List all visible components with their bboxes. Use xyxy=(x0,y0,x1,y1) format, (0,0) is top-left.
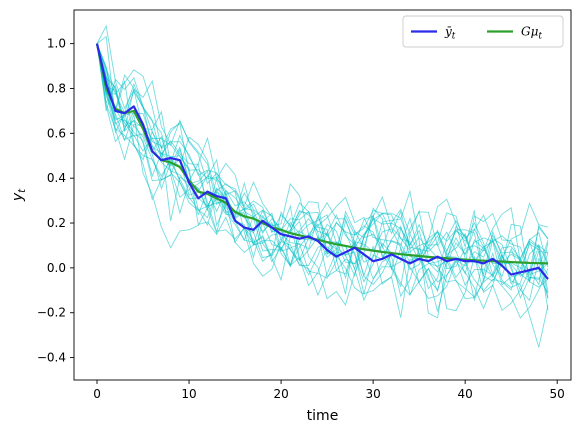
x-tick-label: 10 xyxy=(181,387,196,401)
simulated-path-line xyxy=(96,43,549,348)
simulated-path-line xyxy=(96,43,549,319)
legend-label: ȳt xyxy=(444,25,456,42)
simulated-path-line xyxy=(96,43,549,312)
legend-box xyxy=(402,15,564,48)
x-tick-label: 0 xyxy=(93,387,101,401)
x-axis-ticks: 0 10 20 30 40 50 xyxy=(93,380,565,401)
simulated-path-line xyxy=(96,24,549,281)
simulated-path-line xyxy=(96,43,549,295)
y-tick-label: 0.8 xyxy=(47,81,66,95)
y-tick-label: 0.4 xyxy=(47,171,66,185)
simulated-path-line xyxy=(96,43,549,311)
simulated-path-line xyxy=(96,43,549,279)
x-tick-label: 50 xyxy=(550,387,565,401)
y-axis-ticks: −0.4 −0.2 0.0 0.2 0.4 0.6 0.8 1.0 xyxy=(37,37,74,365)
legend-label: Gμt xyxy=(521,25,542,42)
y-tick-label: −0.2 xyxy=(37,306,66,320)
y-tick-label: −0.4 xyxy=(37,351,66,365)
x-axis-label: time xyxy=(307,408,339,424)
simulated-path-line xyxy=(96,43,549,319)
y-axis-label: yt xyxy=(10,188,28,202)
simulated-path-line xyxy=(96,43,549,298)
y-tick-label: 0.2 xyxy=(47,216,66,230)
x-tick-label: 20 xyxy=(273,387,288,401)
y-tick-label: 0.6 xyxy=(47,126,66,140)
series-lines xyxy=(95,43,549,280)
y-tick-label: 0.0 xyxy=(47,261,66,275)
simulated-path-line xyxy=(96,43,549,306)
x-tick-label: 40 xyxy=(458,387,473,401)
x-tick-label: 30 xyxy=(365,387,380,401)
series-line-ybar xyxy=(95,43,549,280)
simulated-paths xyxy=(96,24,549,348)
legend: ȳt Gμt xyxy=(402,15,564,48)
axes-frame xyxy=(73,9,572,381)
y-tick-label: 1.0 xyxy=(47,37,66,51)
